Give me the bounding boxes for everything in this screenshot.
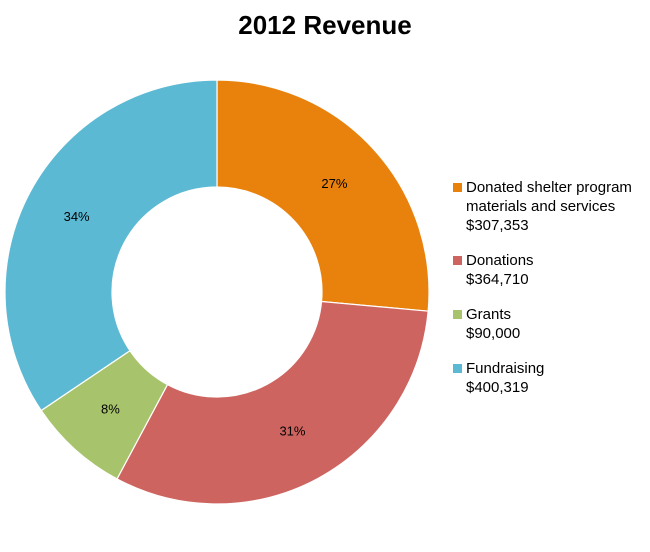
legend-swatch <box>453 256 462 265</box>
chart-legend: Donated shelter program materials and se… <box>452 178 647 413</box>
slice-percent-label: 31% <box>279 423 305 438</box>
slice-percent-label: 8% <box>101 401 120 416</box>
legend-label: Donated shelter program materials and se… <box>466 179 632 215</box>
donut-slice <box>216 79 430 312</box>
legend-item-grants: Grants $90,000 <box>452 305 647 343</box>
legend-value: $90,000 <box>466 325 521 342</box>
donut-slices <box>4 79 430 505</box>
slice-percent-label: 27% <box>321 176 347 191</box>
legend-label: Fundraising <box>466 360 545 377</box>
donut-slice <box>116 300 429 505</box>
slice-percent-label: 34% <box>64 209 90 224</box>
legend-swatch <box>453 310 462 319</box>
legend-value: $364,710 <box>466 271 529 288</box>
donut-slice <box>4 79 218 412</box>
donut-percent-labels: 27% 31% 8% 34% <box>64 176 348 438</box>
legend-item-donated-shelter: Donated shelter program materials and se… <box>452 178 647 235</box>
legend-label: Donations <box>466 252 534 269</box>
legend-value: $400,319 <box>466 379 529 396</box>
legend-value: $307,353 <box>466 217 529 234</box>
legend-label: Grants <box>466 306 512 323</box>
legend-item-fundraising: Fundraising $400,319 <box>452 359 647 397</box>
chart-title: 2012 Revenue <box>238 10 412 40</box>
legend-item-donations: Donations $364,710 <box>452 251 647 289</box>
legend-swatch <box>453 364 462 373</box>
legend-swatch <box>453 183 462 192</box>
